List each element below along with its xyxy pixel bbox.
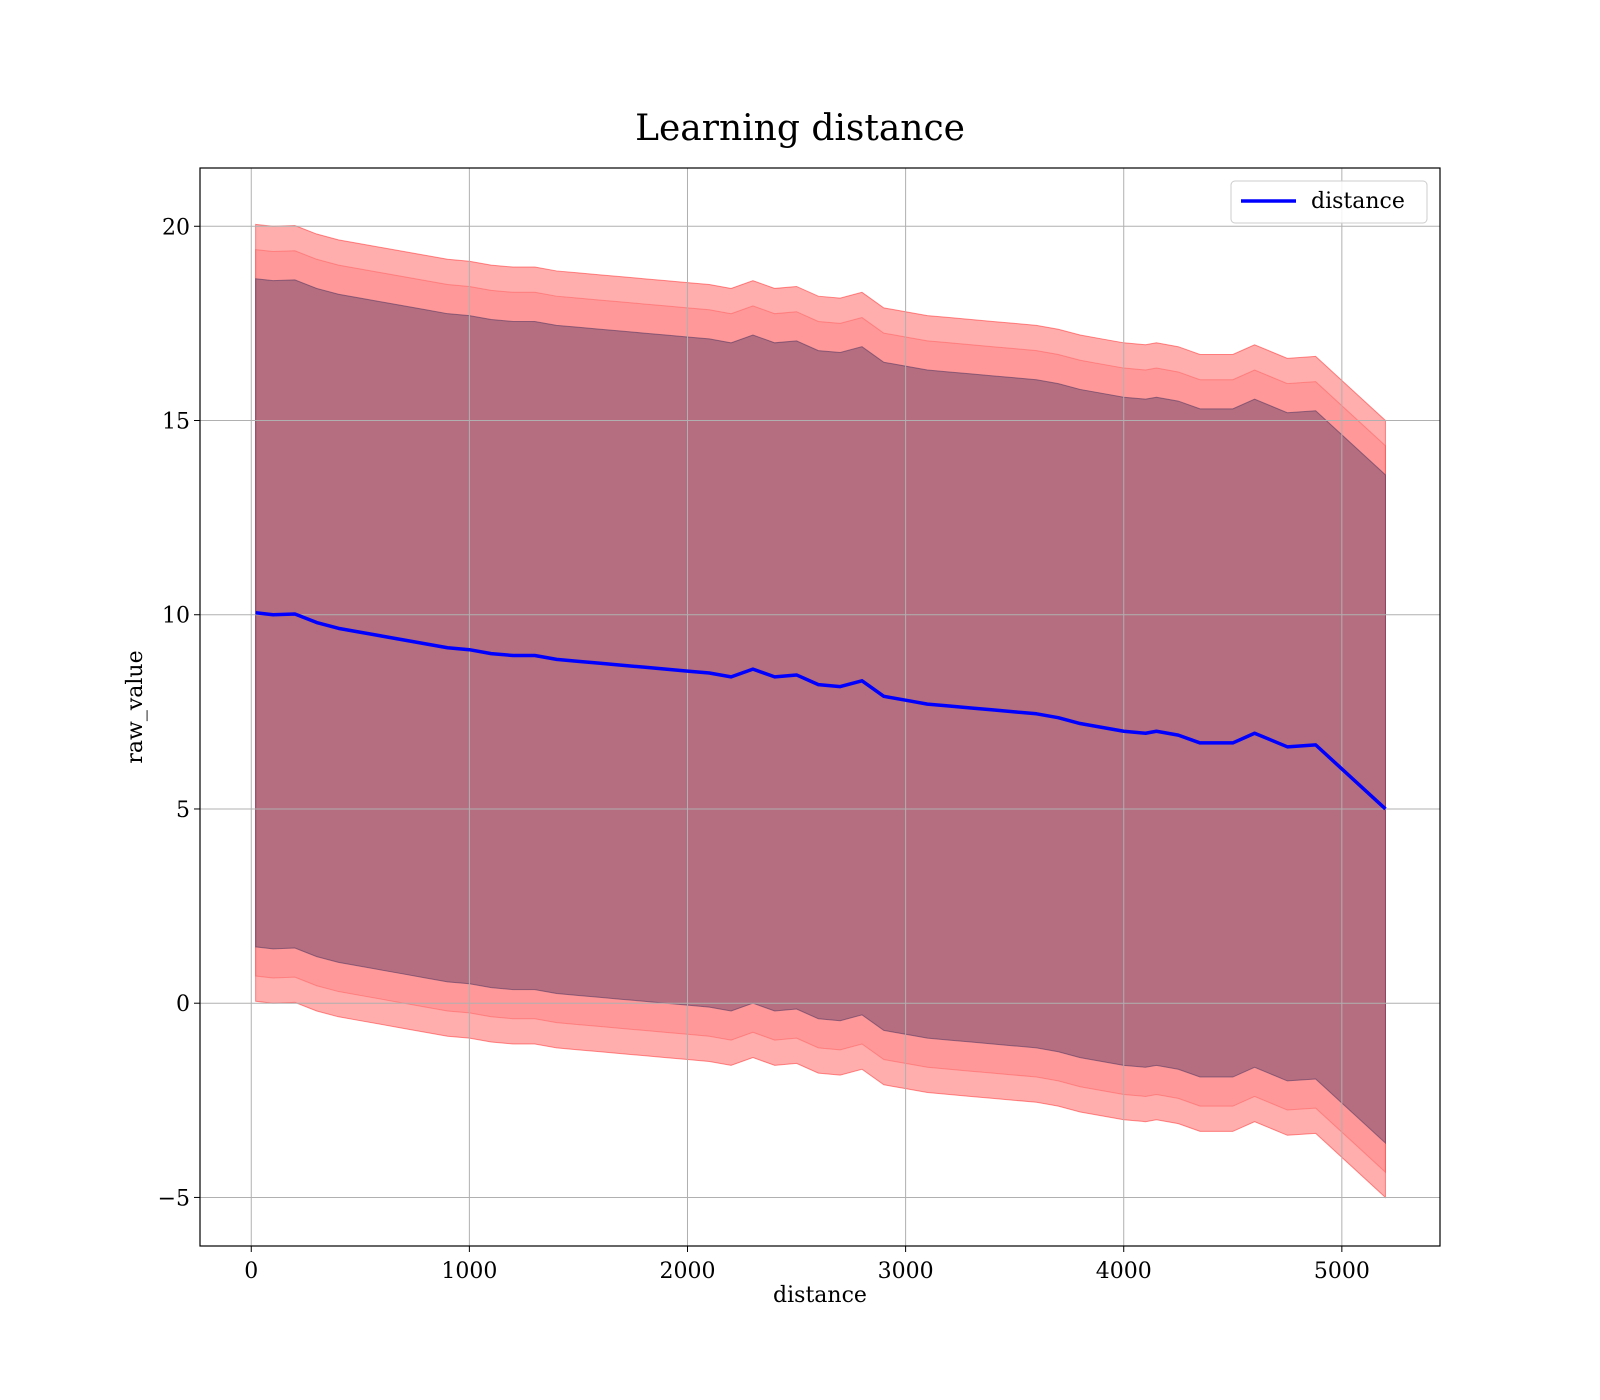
y-axis-ticks: −5 0 5 10 15 20	[158, 215, 200, 1211]
y-tick-label: −5	[158, 1186, 190, 1211]
x-axis-ticks: 0 1000 2000 3000 4000 5000	[244, 1246, 1370, 1284]
y-tick-label: 20	[162, 215, 190, 240]
x-tick-label: 4000	[1096, 1259, 1152, 1284]
x-axis-label: distance	[773, 1283, 867, 1308]
confidence-band-1	[255, 249, 1386, 1174]
y-tick-label: 0	[176, 992, 190, 1017]
x-tick-label: 3000	[878, 1259, 934, 1284]
x-tick-label: 5000	[1314, 1259, 1370, 1284]
grid-lines	[200, 168, 1440, 1246]
y-axis-label: raw_value	[123, 650, 148, 763]
confidence-band-2	[255, 278, 1386, 1145]
x-tick-label: 2000	[659, 1259, 715, 1284]
series-lines	[255, 611, 1387, 811]
plot-area	[200, 168, 1440, 1246]
legend-label-distance: distance	[1311, 189, 1405, 214]
x-tick-label: 0	[244, 1259, 258, 1284]
plot-frame	[199, 167, 1441, 1247]
series-line-distance	[255, 611, 1387, 811]
y-tick-label: 5	[176, 798, 190, 823]
legend: distance	[1230, 180, 1428, 224]
legend-box	[1230, 180, 1428, 224]
y-tick-label: 15	[162, 410, 190, 435]
confidence-bands	[255, 223, 1386, 1199]
x-tick-label: 1000	[441, 1259, 497, 1284]
chart-title: Learning distance	[635, 108, 965, 149]
y-tick-label: 10	[162, 604, 190, 629]
